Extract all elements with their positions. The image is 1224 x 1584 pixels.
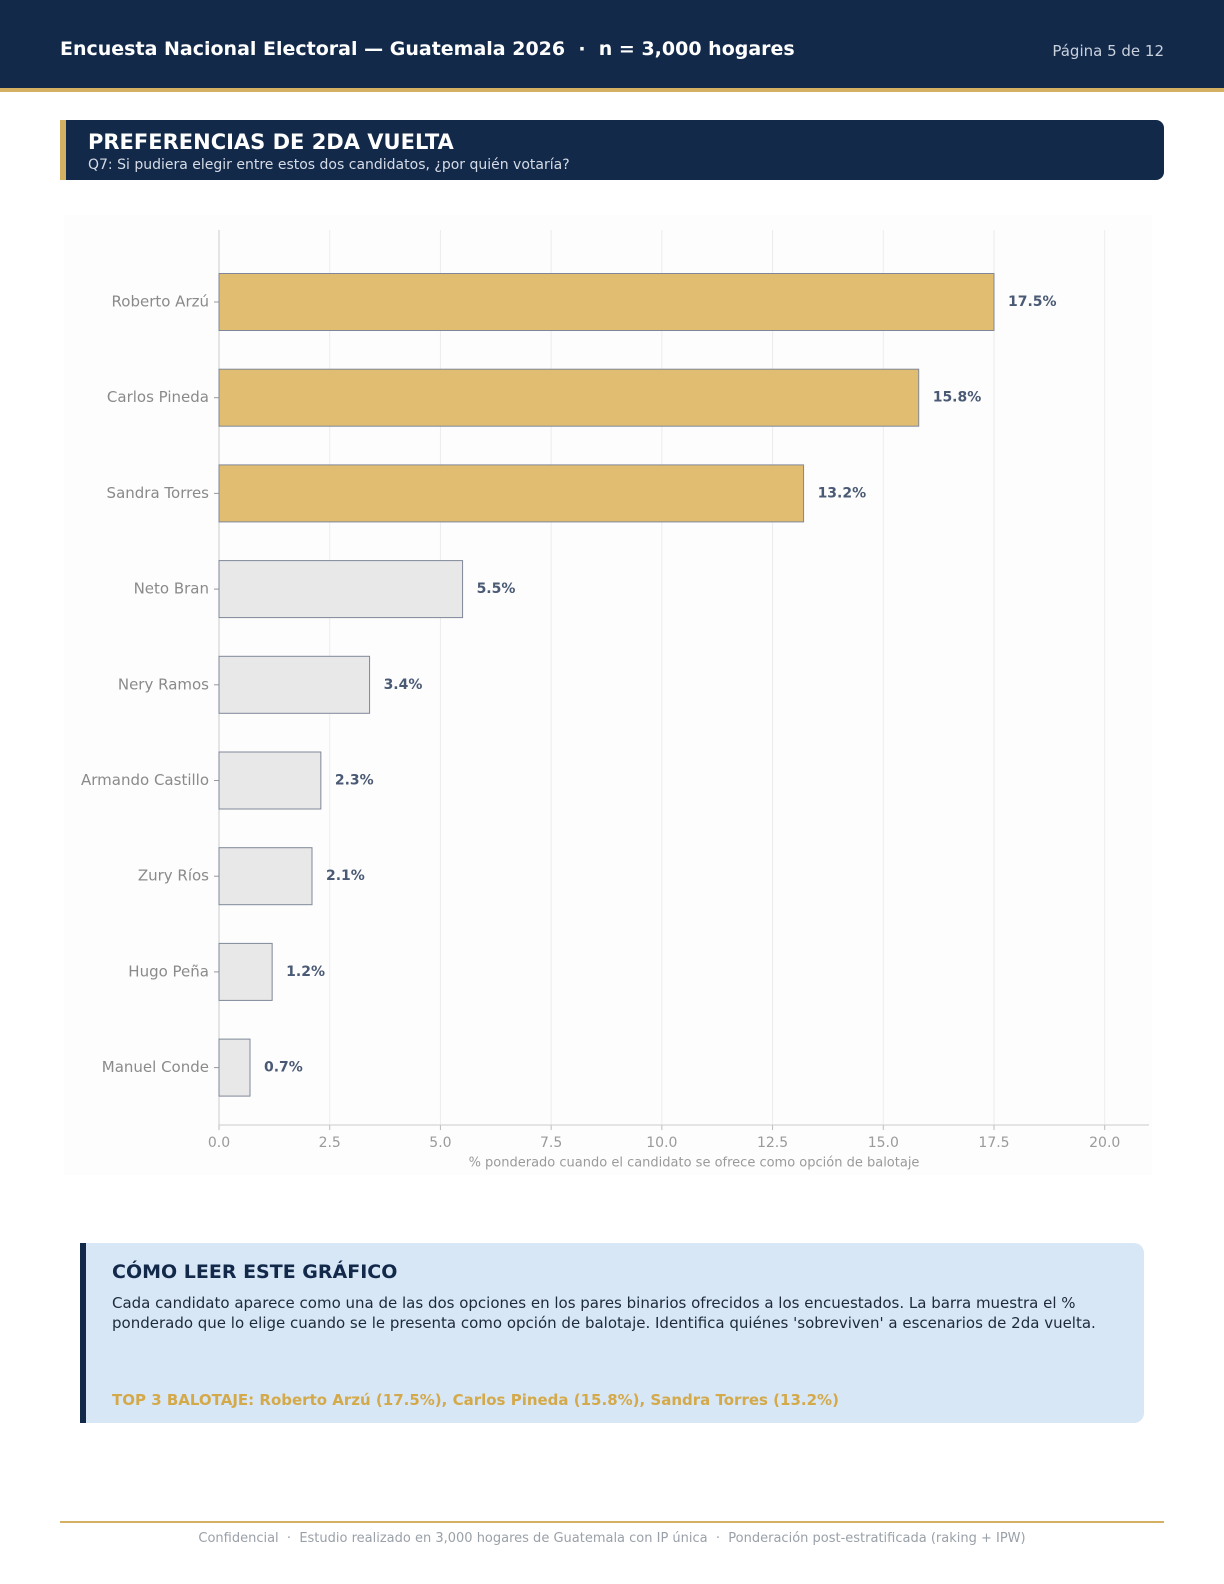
y-tick-label: Sandra Torres [107,484,210,502]
bar [218,655,371,714]
value-label: 1.2% [286,964,325,980]
section-subtitle: Q7: Si pudiera elegir entre estos dos ca… [88,157,570,173]
bar [218,751,322,810]
bar [218,847,313,906]
x-tick-label: 12.5 [757,1135,788,1151]
bar [218,368,920,427]
note-title: CÓMO LEER ESTE GRÁFICO [112,1261,398,1283]
y-tick-label: Hugo Peña [128,962,209,980]
y-tick-label: Armando Castillo [81,771,209,789]
value-label: 2.3% [335,773,374,789]
bar [218,560,464,619]
x-tick-label: 10.0 [646,1135,677,1151]
value-label: 15.8% [933,390,982,406]
section-title: PREFERENCIAS DE 2DA VUELTA [88,130,454,154]
x-tick-label: 15.0 [868,1135,899,1151]
value-label: 13.2% [818,485,867,501]
bar [218,942,273,1001]
value-label: 5.5% [477,581,516,597]
x-tick-label: 5.0 [429,1135,451,1151]
footer: Confidencial · Estudio realizado en 3,00… [198,1531,1026,1546]
value-label: 2.1% [326,868,365,884]
x-tick-label: 7.5 [540,1135,562,1151]
value-label: 17.5% [1008,294,1057,310]
bar [218,273,995,331]
x-axis-label: % ponderado cuando el candidato se ofrec… [469,1156,920,1171]
bar [218,464,805,523]
note-highlight: TOP 3 BALOTAJE: Roberto Arzú (17.5%), Ca… [112,1391,839,1409]
section-banner: PREFERENCIAS DE 2DA VUELTA Q7: Si pudier… [60,120,1164,180]
chart: 0.0 2.5 5.0 7.5 10.0 12.5 15.0 17.5 20.0 % ponder… [64,215,1152,1175]
y-tick-label: Zury Ríos [138,867,209,885]
bar [218,1038,251,1097]
note-body: Cada candidato aparece como una de las d… [112,1294,1096,1332]
y-tick-label: Nery Ramos [118,675,209,693]
x-tick-label: 2.5 [319,1135,341,1151]
header-title: Encuesta Nacional Electoral — Guatemala … [60,38,795,60]
value-label: 3.4% [384,677,423,693]
header: Encuesta Nacional Electoral — Guatemala … [0,0,1224,92]
page-number: Página 5 de 12 [1052,42,1164,60]
y-tick-label: Neto Bran [134,580,209,598]
value-label: 0.7% [264,1060,303,1076]
y-tick-label: Roberto Arzú [112,293,209,311]
y-tick-label: Carlos Pineda [107,388,209,406]
x-tick-label: 20.0 [1089,1135,1120,1151]
x-tick-label: 0.0 [208,1135,230,1151]
y-tick-label: Manuel Conde [102,1058,209,1076]
x-tick-label: 17.5 [978,1135,1009,1151]
note-box: CÓMO LEER ESTE GRÁFICO Cada candidato ap… [80,1243,1144,1423]
footer-rule [60,1521,1164,1523]
